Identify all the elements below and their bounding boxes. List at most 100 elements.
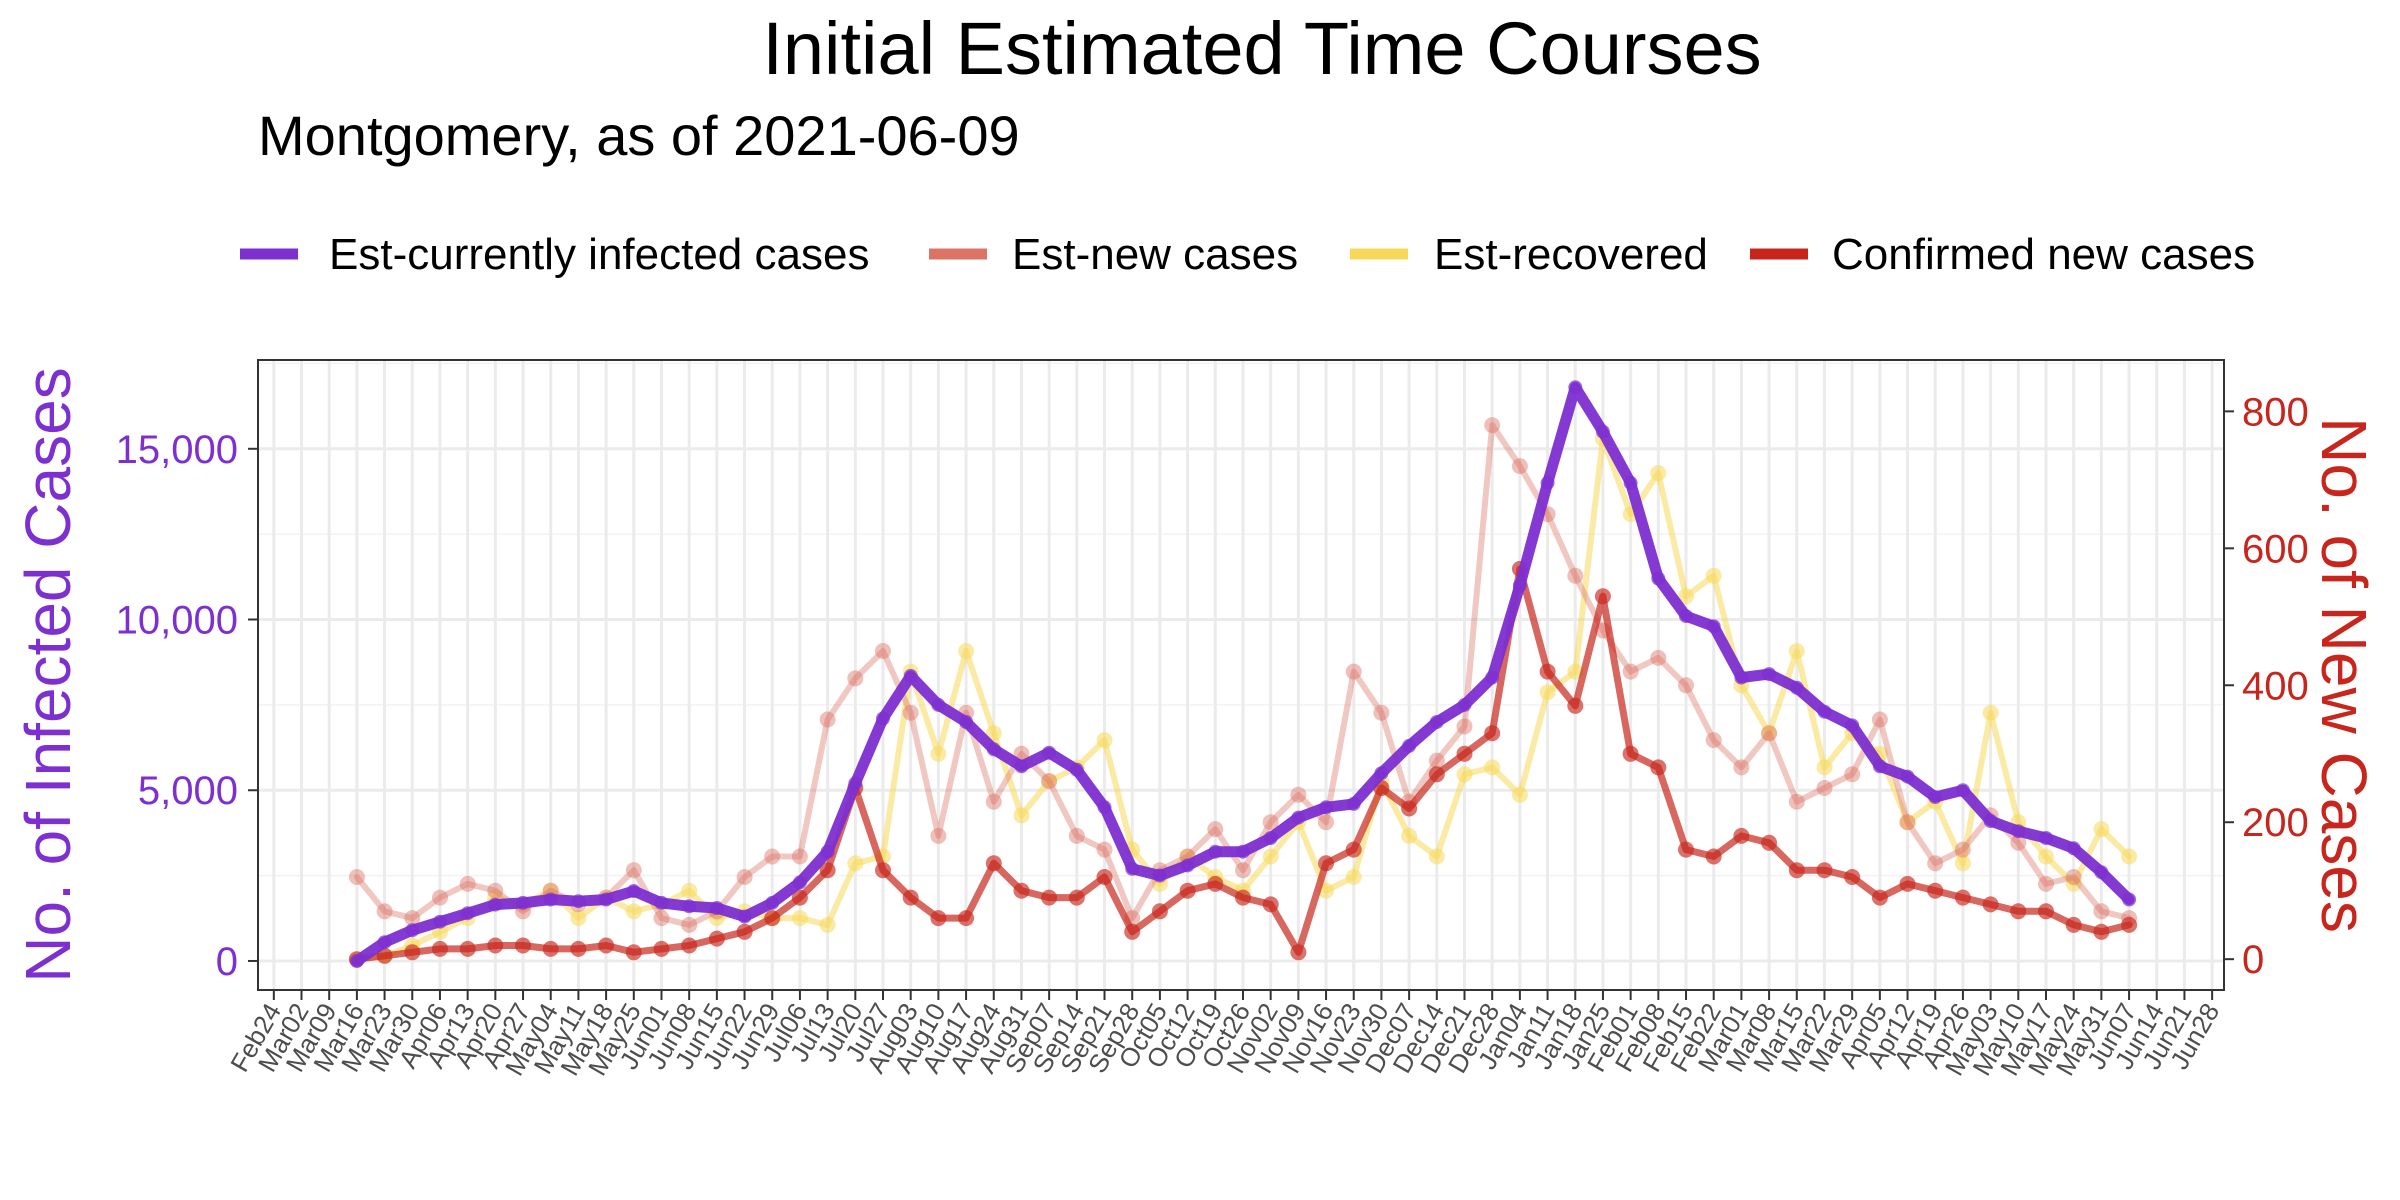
data-point: [1291, 810, 1306, 825]
data-point: [2010, 903, 2027, 920]
data-point: [1845, 718, 1860, 733]
x-axis: Feb24Mar02Mar09Mar16Mar23Mar30Apr06Apr13…: [224, 990, 2225, 1081]
data-point: [625, 903, 642, 920]
data-point: [433, 914, 447, 929]
data-point: [459, 940, 476, 957]
data-point: [1208, 844, 1223, 859]
y-axis-left-title: No. of Infected Cases: [12, 367, 84, 982]
data-point: [348, 869, 365, 885]
data-point: [2065, 875, 2082, 892]
y-tick-label-right: 600: [2242, 527, 2309, 571]
data-point: [1097, 800, 1112, 815]
data-point: [349, 954, 364, 968]
data-point: [1567, 697, 1584, 714]
data-point: [376, 947, 393, 964]
data-point: [1733, 759, 1750, 776]
data-point: [930, 745, 947, 762]
data-point: [2065, 916, 2082, 933]
data-point: [542, 940, 559, 957]
data-point: [1318, 814, 1334, 831]
data-point: [460, 906, 475, 921]
data-point: [2038, 848, 2054, 865]
data-point: [1456, 718, 1473, 735]
data-point: [625, 862, 642, 879]
data-point: [1456, 745, 1473, 762]
data-point: [1650, 465, 1667, 481]
data-point: [1954, 889, 1971, 906]
data-point: [1152, 868, 1167, 883]
y-tick-label-right: 200: [2242, 801, 2309, 845]
legend-label-est-new-cases: Est-new cases: [1012, 230, 1298, 279]
data-point: [1789, 680, 1804, 695]
data-point: [570, 940, 587, 957]
data-point: [598, 937, 615, 954]
data-point: [1236, 844, 1250, 859]
data-point: [958, 910, 975, 927]
data-point: [791, 910, 808, 927]
data-point: [848, 776, 863, 791]
data-point: [709, 901, 724, 915]
y-tick-label-right: 0: [2242, 938, 2264, 982]
data-point: [1041, 773, 1058, 790]
data-point: [1650, 759, 1667, 776]
data-point: [2065, 869, 2082, 885]
data-point: [1650, 649, 1667, 666]
data-point: [1511, 458, 1528, 475]
data-point: [1041, 773, 1058, 790]
data-point: [1096, 732, 1113, 749]
data-point: [487, 882, 504, 899]
data-point: [820, 844, 835, 859]
data-point: [903, 668, 918, 683]
plot-panel-border: [257, 359, 2225, 991]
chart-title: Initial Estimated Time Courses: [762, 7, 1761, 90]
data-point: [1179, 882, 1196, 899]
series-confirmed-new-cases: [348, 560, 2138, 968]
data-point: [1096, 869, 1113, 885]
data-point: [654, 895, 669, 910]
data-point: [1761, 725, 1778, 742]
data-point: [1927, 882, 1944, 899]
data-point: [1042, 745, 1057, 760]
data-point: [1457, 697, 1472, 712]
data-point: [764, 910, 781, 927]
data-point: [1983, 814, 1998, 828]
data-point: [1816, 862, 1833, 879]
data-point: [515, 937, 531, 954]
data-point: [2039, 831, 2053, 845]
data-point: [1982, 704, 1999, 721]
data-point: [1539, 663, 1556, 680]
data-point: [653, 910, 670, 927]
data-point: [737, 909, 752, 924]
data-point: [682, 899, 697, 914]
data-point: [1761, 834, 1778, 851]
right-axis: 0 200 400 600 800: [2224, 390, 2309, 982]
data-point: [1788, 643, 1805, 659]
data-point: [1844, 766, 1861, 783]
data-point: [1207, 875, 1224, 892]
data-point: [1567, 567, 1584, 584]
left-axis: 0 5,000 10,000 15,000: [116, 428, 258, 984]
data-point: [1955, 783, 1970, 798]
data-point: [1180, 858, 1195, 873]
data-point: [1207, 821, 1224, 838]
data-point: [681, 937, 698, 954]
data-point: [1705, 848, 1722, 865]
data-point: [1651, 571, 1666, 586]
data-point: [1013, 807, 1030, 824]
data-point: [1484, 759, 1501, 776]
data-point: [1900, 769, 1915, 784]
data-point: [792, 875, 807, 890]
data-point: [1678, 588, 1694, 605]
data-point: [1623, 475, 1638, 490]
data-point: [1456, 766, 1473, 783]
data-point: [1927, 855, 1944, 872]
data-point: [432, 940, 448, 957]
data-point: [1262, 814, 1279, 831]
data-point: [1373, 704, 1390, 721]
data-point: [404, 944, 421, 961]
data-point: [1899, 814, 1916, 831]
chart-subtitle: Montgomery, as of 2021-06-09: [258, 104, 1020, 167]
data-point: [902, 704, 919, 721]
data-point: [736, 923, 753, 940]
data-point: [1734, 670, 1749, 685]
